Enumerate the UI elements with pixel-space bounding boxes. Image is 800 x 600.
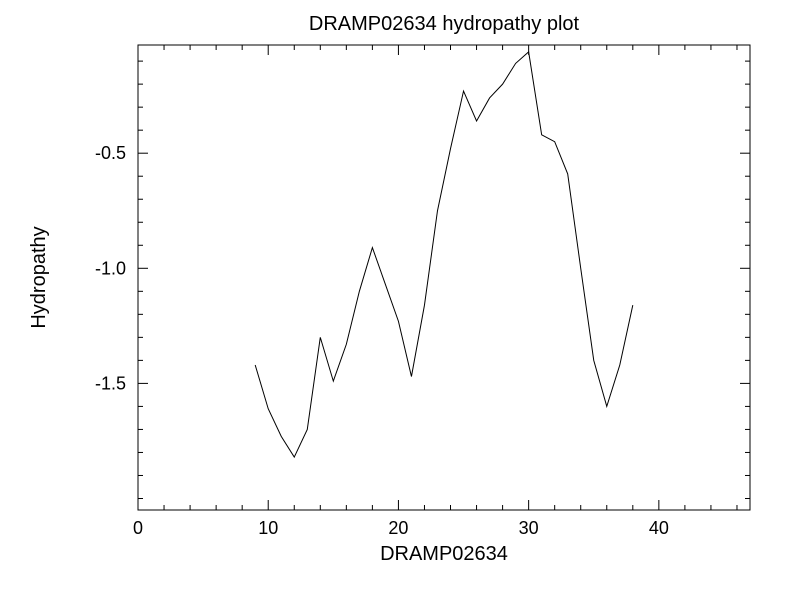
hydropathy-series — [255, 52, 633, 457]
x-tick-label: 30 — [519, 518, 539, 538]
x-axis-label: DRAMP02634 — [380, 543, 508, 565]
x-tick-label: 20 — [388, 518, 408, 538]
x-tick-label: 40 — [649, 518, 669, 538]
x-tick-label: 0 — [133, 518, 143, 538]
plot-border — [138, 45, 750, 510]
y-tick-label: -0.5 — [95, 143, 126, 163]
y-axis-label: Hydropathy — [28, 226, 50, 328]
y-tick-label: -1.5 — [95, 373, 126, 393]
plot-title: DRAMP02634 hydropathy plot — [309, 13, 580, 35]
hydropathy-plot: 0 10 20 30 40 -0.5 -1.0 -1.5 DRAMP02634 hydropat… — [0, 0, 800, 600]
x-tick-label: 10 — [258, 518, 278, 538]
chart-container: { "chart": { "type": "line", "title": "D… — [0, 0, 800, 600]
y-tick-label: -1.0 — [95, 258, 126, 278]
